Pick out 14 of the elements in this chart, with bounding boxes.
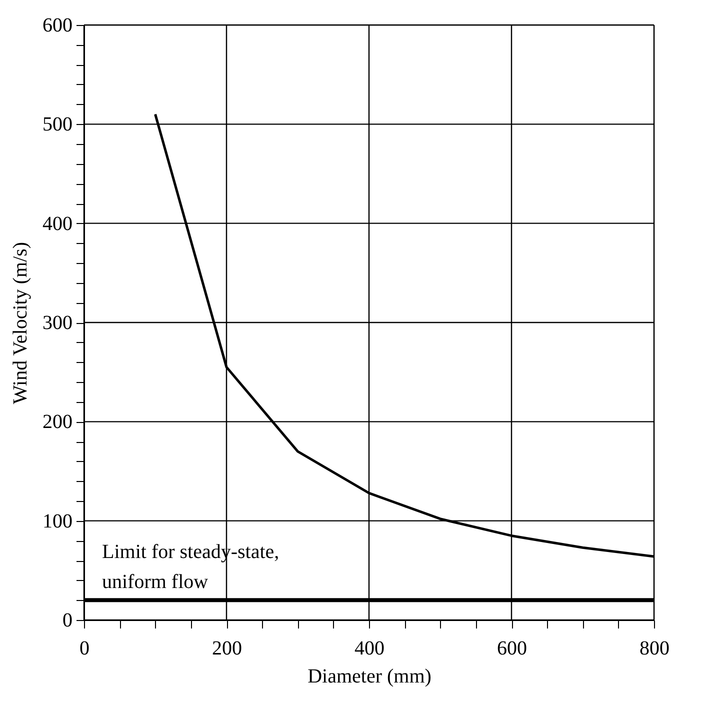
x-tick-label: 400 — [354, 638, 384, 660]
x-tick-label: 0 — [80, 638, 90, 660]
y-axis-title: Wind Velocity (m/s) — [10, 242, 32, 404]
y-tick-label: 400 — [42, 212, 72, 235]
x-tick-label: 200 — [212, 638, 242, 660]
y-tick-label: 300 — [42, 312, 72, 334]
x-tick-label: 600 — [497, 638, 527, 660]
y-tick-label: 600 — [42, 14, 72, 36]
x-axis-title: Diameter (mm) — [308, 666, 432, 688]
y-tick-label: 200 — [42, 411, 72, 434]
y-tick-label: 500 — [42, 114, 72, 136]
y-tick-label: 100 — [42, 510, 72, 532]
x-tick-label: 800 — [640, 638, 670, 660]
y-tick-label: 0 — [62, 610, 72, 632]
